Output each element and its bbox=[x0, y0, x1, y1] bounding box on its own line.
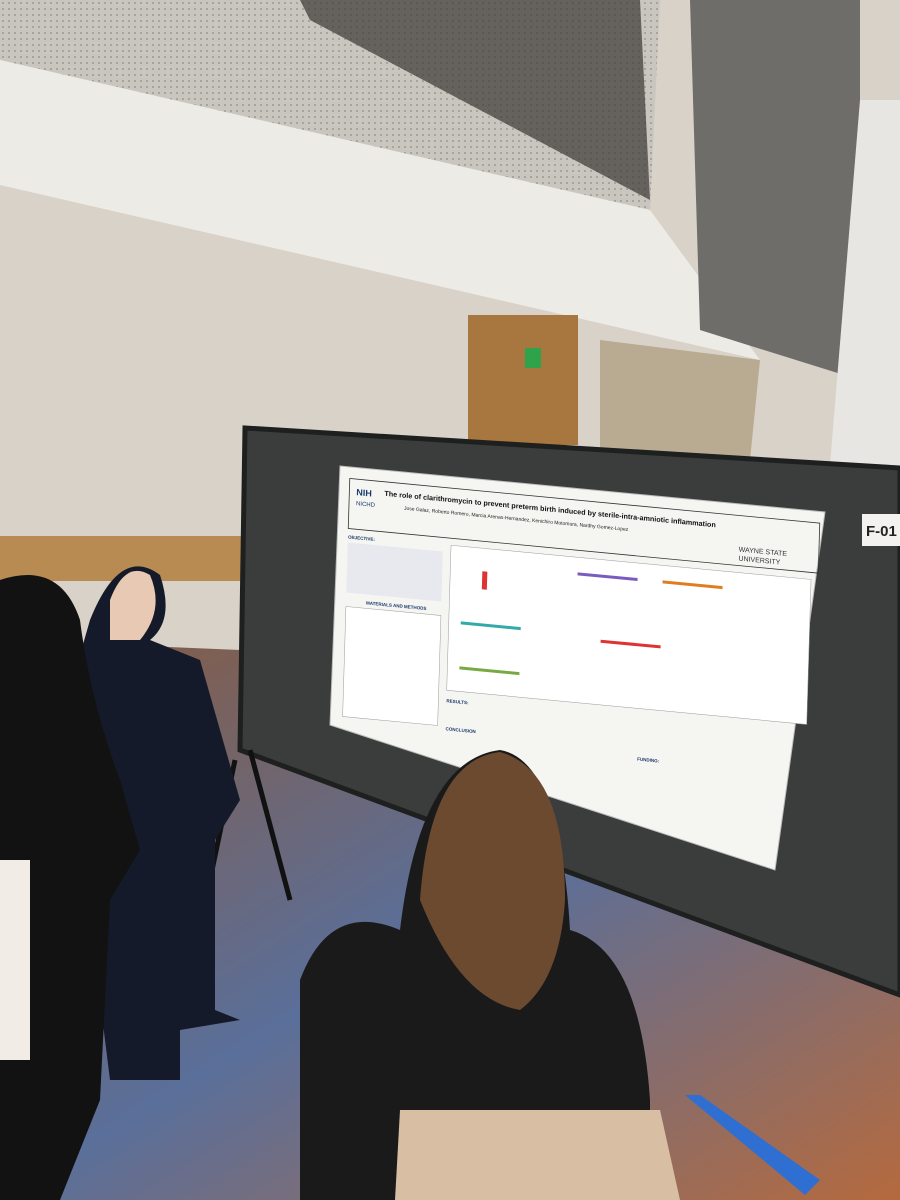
door bbox=[468, 315, 578, 445]
poster-institution: UNIVERSITY bbox=[738, 556, 780, 567]
stone-wall bbox=[600, 340, 760, 460]
poster-header bbox=[347, 478, 821, 574]
exit-sign bbox=[525, 348, 541, 368]
figure-tag bbox=[600, 639, 661, 649]
pillar bbox=[830, 100, 900, 470]
figure-tag bbox=[662, 580, 723, 590]
person-woman bbox=[0, 575, 140, 1200]
poster-institution: WAYNE STATE bbox=[739, 547, 788, 559]
section-heading: OBJECTIVE: bbox=[348, 534, 376, 542]
objective-text bbox=[346, 542, 443, 602]
person-man bbox=[70, 566, 240, 1080]
section-heading: FUNDING: bbox=[637, 757, 660, 764]
board-label: F-01 bbox=[866, 523, 897, 540]
figure-tag bbox=[577, 572, 638, 582]
section-heading: RESULTS: bbox=[446, 698, 469, 705]
board-leg bbox=[247, 749, 293, 901]
tote-bag bbox=[0, 860, 30, 1060]
ceiling-beam bbox=[0, 60, 760, 360]
figure-tag bbox=[459, 666, 520, 676]
balcony-rail bbox=[300, 0, 650, 200]
face bbox=[110, 570, 156, 640]
poster-tube bbox=[685, 1095, 820, 1195]
results-figures bbox=[446, 544, 812, 725]
board-label-card bbox=[862, 514, 900, 546]
hair bbox=[420, 752, 565, 1010]
section-heading: CONCLUSION bbox=[445, 726, 475, 734]
figure-bar bbox=[481, 571, 488, 590]
section-heading: MATERIALS AND METHODS bbox=[366, 600, 427, 611]
wall-panels bbox=[690, 0, 860, 380]
handbag bbox=[395, 1110, 680, 1200]
poster-logo: NIH bbox=[356, 487, 372, 498]
poster-logo-sub: NICHD bbox=[356, 501, 376, 509]
figure-tag bbox=[460, 621, 521, 631]
methods-panel bbox=[342, 606, 442, 726]
